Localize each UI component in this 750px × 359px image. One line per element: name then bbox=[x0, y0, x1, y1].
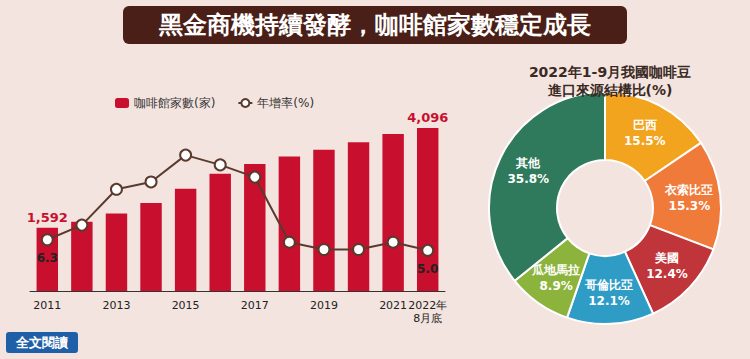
svg-text:8.9%: 8.9% bbox=[539, 279, 572, 293]
svg-text:4,096: 4,096 bbox=[407, 110, 448, 125]
svg-text:黑金商機持續發酵，咖啡館家數穩定成長: 黑金商機持續發酵，咖啡館家數穩定成長 bbox=[158, 11, 591, 39]
svg-text:瓜地馬拉: 瓜地馬拉 bbox=[531, 263, 580, 277]
svg-text:2017: 2017 bbox=[241, 299, 269, 312]
svg-text:巴西: 巴西 bbox=[633, 118, 657, 132]
svg-text:全文閱讀: 全文閱讀 bbox=[15, 335, 69, 350]
svg-text:1,592: 1,592 bbox=[27, 210, 68, 225]
svg-text:2019: 2019 bbox=[310, 299, 338, 312]
svg-text:哥倫比亞: 哥倫比亞 bbox=[584, 278, 633, 292]
svg-text:衣索比亞: 衣索比亞 bbox=[664, 183, 713, 197]
svg-text:5.0: 5.0 bbox=[417, 262, 438, 276]
svg-text:2022年1-9月我國咖啡豆: 2022年1-9月我國咖啡豆 bbox=[529, 64, 691, 80]
svg-text:12.4%: 12.4% bbox=[646, 267, 688, 281]
svg-text:12.1%: 12.1% bbox=[588, 294, 630, 308]
svg-text:進口來源結構比(%): 進口來源結構比(%) bbox=[547, 82, 673, 98]
svg-text:2011: 2011 bbox=[33, 299, 61, 312]
svg-text:其他: 其他 bbox=[515, 156, 541, 170]
svg-text:15.3%: 15.3% bbox=[669, 199, 711, 213]
svg-text:2022年: 2022年 bbox=[408, 299, 447, 312]
svg-text:美國: 美國 bbox=[654, 251, 679, 265]
svg-text:2021: 2021 bbox=[379, 299, 407, 312]
svg-text:35.8%: 35.8% bbox=[507, 172, 549, 186]
svg-text:年增率(%): 年增率(%) bbox=[257, 96, 314, 110]
svg-text:咖啡館家數(家): 咖啡館家數(家) bbox=[134, 96, 215, 110]
svg-text:15.5%: 15.5% bbox=[624, 134, 666, 148]
svg-text:8月底: 8月底 bbox=[413, 312, 442, 325]
svg-text:2013: 2013 bbox=[102, 299, 130, 312]
svg-text:2015: 2015 bbox=[172, 299, 200, 312]
svg-text:6.3: 6.3 bbox=[37, 251, 58, 265]
